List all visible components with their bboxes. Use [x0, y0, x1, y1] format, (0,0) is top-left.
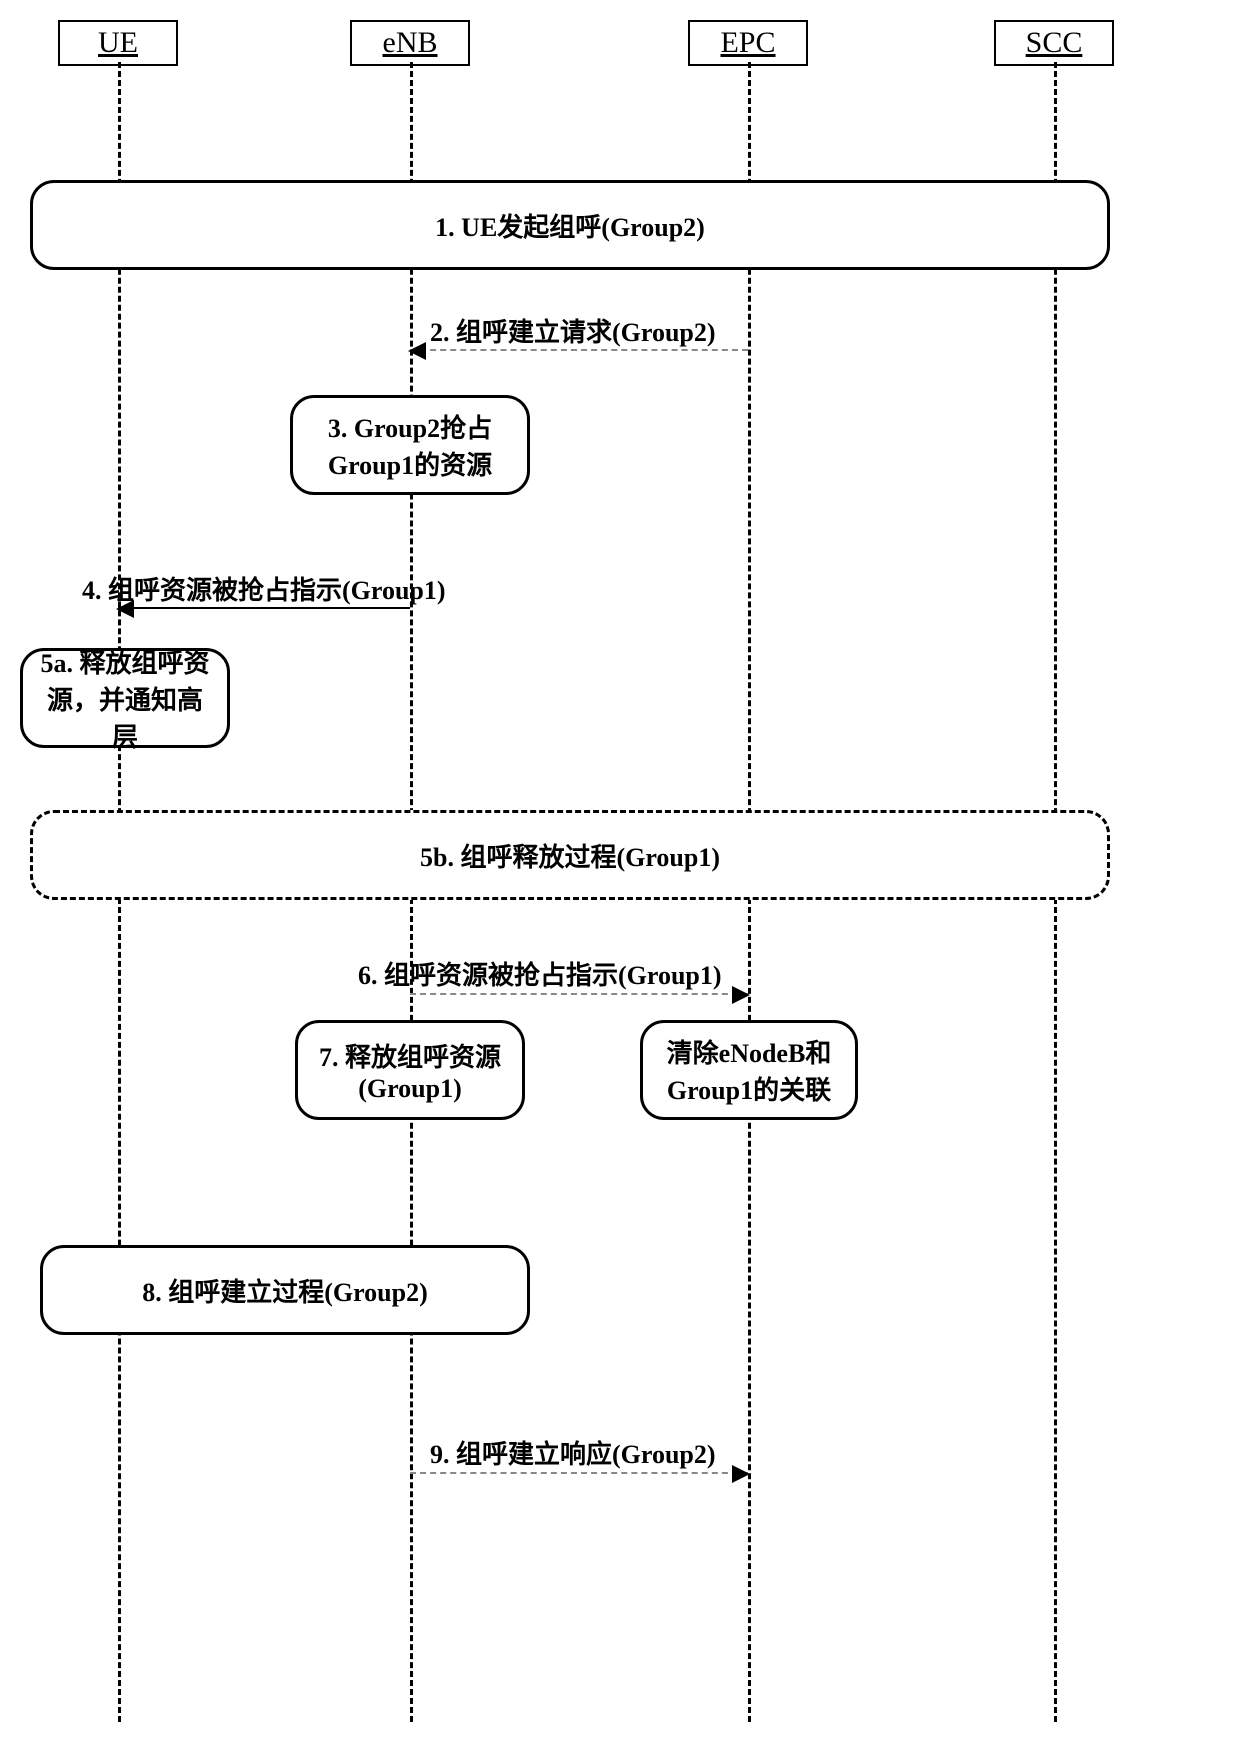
actor-label: SCC — [1026, 26, 1083, 59]
step-5b-box: 5b. 组呼释放过程(Group1) — [30, 810, 1110, 900]
arrowhead-icon — [732, 986, 750, 1004]
step-2-arrow — [410, 349, 748, 351]
step-6-label: 6. 组呼资源被抢占指示(Group1) — [358, 955, 722, 992]
step-9-label: 9. 组呼建立响应(Group2) — [430, 1434, 716, 1471]
actor-label: eNB — [383, 26, 438, 59]
step-4-arrow — [118, 607, 410, 609]
actor-enb: eNB — [350, 20, 470, 66]
step-1-label: 1. UE发起组呼(Group2) — [435, 207, 705, 244]
step-3-box: 3. Group2抢占 Group1的资源 — [290, 395, 530, 495]
step-5a-box: 5a. 释放组呼资 源，并通知高层 — [20, 648, 230, 748]
step-1-box: 1. UE发起组呼(Group2) — [30, 180, 1110, 270]
epc-clear-box: 清除eNodeB和 Group1的关联 — [640, 1020, 858, 1120]
step-4-label: 4. 组呼资源被抢占指示(Group1) — [82, 570, 446, 607]
step-8-label: 8. 组呼建立过程(Group2) — [142, 1272, 428, 1309]
actor-scc: SCC — [994, 20, 1114, 66]
actor-epc: EPC — [688, 20, 808, 66]
actor-ue: UE — [58, 20, 178, 66]
step-5b-label: 5b. 组呼释放过程(Group1) — [420, 837, 720, 874]
step-3-label: 3. Group2抢占 Group1的资源 — [328, 408, 492, 482]
actor-label: UE — [98, 26, 138, 59]
step-6-arrow — [410, 993, 748, 995]
step-2-label: 2. 组呼建立请求(Group2) — [430, 312, 716, 349]
step-5a-label: 5a. 释放组呼资 源，并通知高层 — [39, 643, 211, 754]
arrowhead-icon — [116, 600, 134, 618]
step-7-label: 7. 释放组呼资源 (Group1) — [319, 1037, 501, 1104]
epc-clear-label: 清除eNodeB和 Group1的关联 — [667, 1033, 832, 1107]
step-9-arrow — [410, 1472, 748, 1474]
arrowhead-icon — [408, 342, 426, 360]
actor-label: EPC — [720, 26, 775, 59]
arrowhead-icon — [732, 1465, 750, 1483]
step-8-box: 8. 组呼建立过程(Group2) — [40, 1245, 530, 1335]
step-7-box: 7. 释放组呼资源 (Group1) — [295, 1020, 525, 1120]
